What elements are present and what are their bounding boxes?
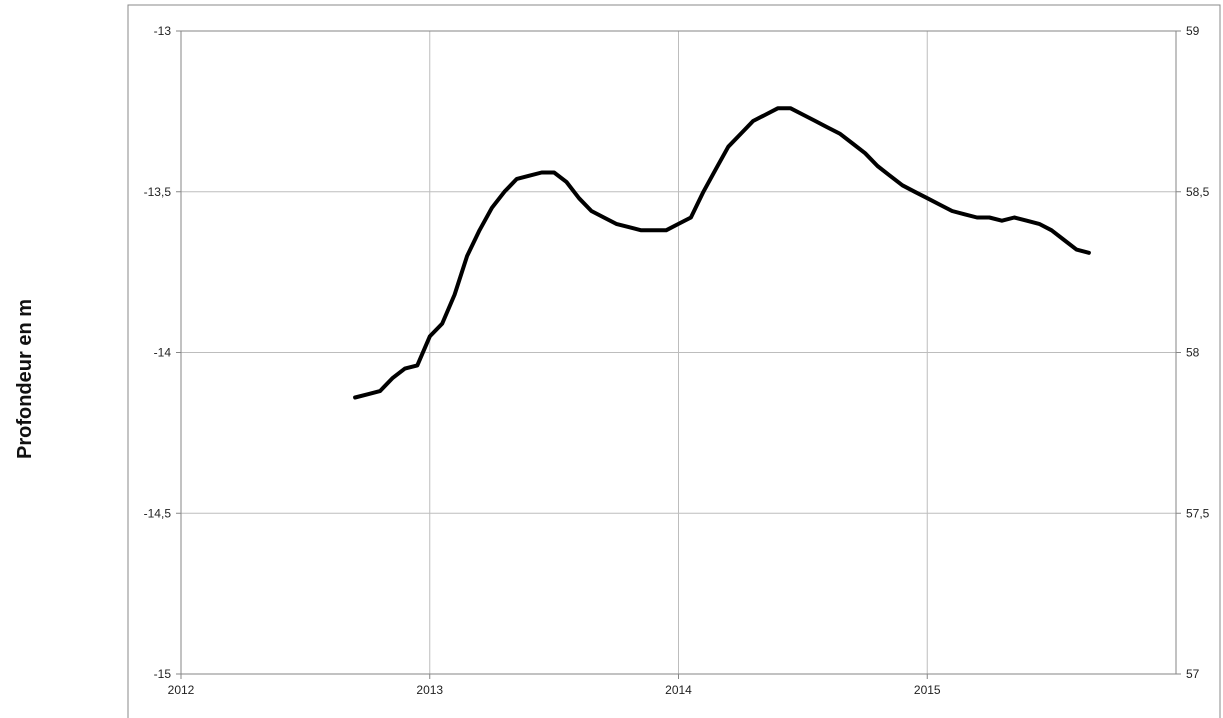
y2-tick-label: 57,5 bbox=[1186, 506, 1210, 520]
y-tick-label: -14 bbox=[154, 346, 172, 360]
x-tick-label: 2014 bbox=[665, 683, 692, 697]
y2-tick-label: 57 bbox=[1186, 667, 1200, 681]
y2-tick-label: 58 bbox=[1186, 346, 1200, 360]
x-tick-label: 2015 bbox=[914, 683, 941, 697]
chart-frame bbox=[127, 4, 1221, 718]
y-tick-label: -15 bbox=[154, 667, 172, 681]
series-group bbox=[353, 106, 1091, 400]
y2-tick-label: 59 bbox=[1186, 24, 1200, 38]
y2-tick-label: 58,5 bbox=[1186, 185, 1210, 199]
series-line bbox=[353, 106, 1091, 400]
y-axis-right-labels: 59 58,5 58 57,5 57 bbox=[1186, 24, 1210, 681]
x-tick-label: 2012 bbox=[168, 683, 195, 697]
y-axis-left-labels: -13 -13,5 -14 -14,5 -15 bbox=[144, 24, 172, 681]
y-axis-title: Profondeur en m bbox=[14, 299, 36, 459]
y-tick-label: -14,5 bbox=[144, 506, 172, 520]
y-tick-label: -13 bbox=[154, 24, 172, 38]
y-tick-label: -13,5 bbox=[144, 185, 172, 199]
x-axis-labels: 2012 2013 2014 2015 bbox=[168, 683, 941, 697]
tick-marks bbox=[176, 30, 1181, 679]
x-tick-label: 2013 bbox=[416, 683, 443, 697]
grid-lines bbox=[181, 31, 1176, 674]
